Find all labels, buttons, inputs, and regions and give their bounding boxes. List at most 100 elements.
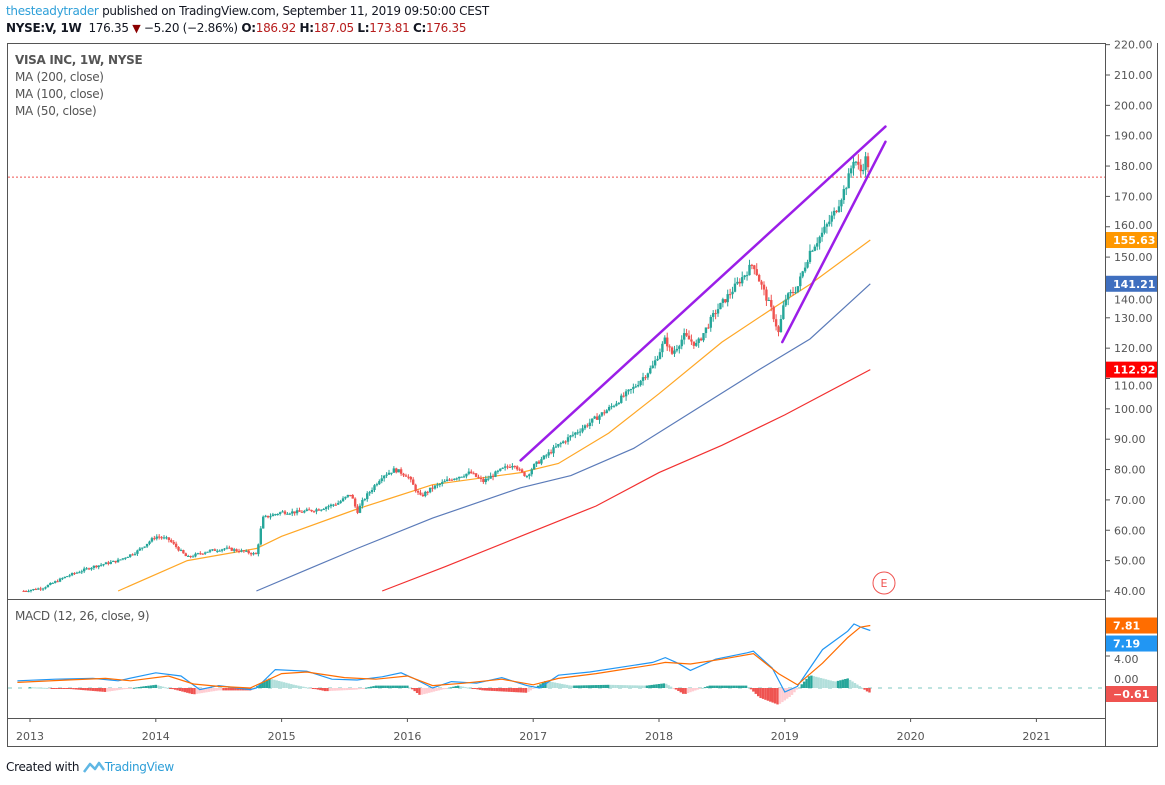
close-label: C: [413,21,427,35]
author-link[interactable]: thesteadytrader [6,4,99,18]
histogram-bar [839,680,842,688]
histogram-bar [706,686,709,688]
histogram-bar [800,684,803,688]
candle-up [499,468,502,471]
histogram-bar [575,685,578,688]
histogram-bar [507,688,511,692]
histogram-bar [795,688,799,690]
legend-ma200[interactable]: MA (200, close) [15,70,104,84]
histogram-badge-label: −0.61 [1113,688,1149,701]
price-tick-label: 100.00 [1114,403,1153,416]
candle-up [627,389,630,392]
histogram-bar [181,688,184,692]
candle-up [796,286,800,293]
ma200-badge-label: 112.92 [1113,364,1155,377]
histogram-bar [505,688,508,692]
histogram-bar [193,688,196,695]
candle-up [191,556,195,558]
candle-up [532,464,536,470]
histogram-bar [219,688,223,691]
histogram-bar [577,685,581,688]
histogram-bar [773,688,777,704]
ma100-badge-bg [1106,275,1157,292]
candle-up [801,271,804,277]
candle-up [494,471,497,477]
time-tick-label: 2013 [16,730,44,743]
candle-down [474,473,478,477]
candle-down [242,550,246,552]
histogram-bar [326,688,329,692]
legend-ma50[interactable]: MA (50, close) [15,104,97,118]
candle-up [390,472,393,474]
candle-up [211,549,214,551]
histogram-bar [452,686,455,688]
histogram-bar [31,687,34,689]
candle-up [861,169,865,172]
macd-legend[interactable]: MACD (12, 26, close, 9) [15,609,150,623]
candle-up [320,509,323,511]
histogram-bar [232,688,235,691]
candle-up [820,232,824,237]
histogram-bar [778,688,782,704]
candle-up [165,537,168,539]
macd-axis[interactable]: 4.00 0.00 [1105,653,1139,689]
histogram-bar [689,688,692,693]
price-axis[interactable]: 40.00 50.00 60.00 70.00 80.00 90.00 100.00 110.… [1105,39,1153,598]
ma200-badge: 112.92 [1106,361,1157,378]
candle-up [569,435,572,438]
candle-up [68,575,71,577]
publish-info: thesteadytrader published on TradingView… [6,4,489,18]
candle-up [617,402,621,404]
histogram-bar [142,686,145,688]
histogram-bar [89,688,92,691]
candle-up [561,441,565,444]
candle-up [424,491,427,497]
histogram-bar [106,688,109,692]
legend-title: VISA INC, 1W, NYSE [15,53,143,67]
candle-up [632,386,635,390]
candle-up [823,226,826,233]
histogram-bar [207,688,211,692]
candle-up [624,391,628,397]
histogram-bar [631,685,634,688]
candle-up [51,582,54,584]
tradingview-brand[interactable]: TradingView [104,760,175,774]
histogram-bar [140,686,143,688]
histogram-bar [120,688,124,690]
legend-ma100[interactable]: MA (100, close) [15,87,104,101]
histogram-bar [43,687,46,689]
histogram-bar [517,688,520,693]
earnings-marker[interactable]: E [872,571,896,595]
histogram-bar [611,684,615,688]
histogram-bar [413,688,416,692]
upper-channel-trendline[interactable] [519,125,887,462]
histogram-bar [77,688,80,690]
time-axis[interactable]: 2013 2014 2015 2016 2017 2018 2019 2020 2021 [16,718,1050,743]
candle-up [70,573,74,576]
candle-up [600,412,604,416]
candle-up [392,468,396,473]
earnings-label: E [881,577,888,590]
candle-up [525,476,529,478]
histogram-bar [737,685,741,688]
candle-up [366,493,369,500]
histogram-bar [529,688,532,691]
lower-channel-trendline[interactable] [781,140,887,344]
histogram-bar [652,684,656,688]
candle-down [107,562,110,564]
candle-up [610,406,613,408]
candle-up [484,478,487,482]
candle-up [332,504,335,506]
histogram-bar [406,685,409,688]
candle-up [438,484,442,486]
candle-down [670,347,674,354]
candle-up [782,305,785,319]
price-tick-label: 160.00 [1114,219,1153,232]
candle-down [254,553,258,555]
histogram-bar [841,679,845,688]
histogram-bar [614,684,617,688]
candle-up [269,516,272,518]
candle-up [849,168,853,174]
candle-up [162,537,166,539]
